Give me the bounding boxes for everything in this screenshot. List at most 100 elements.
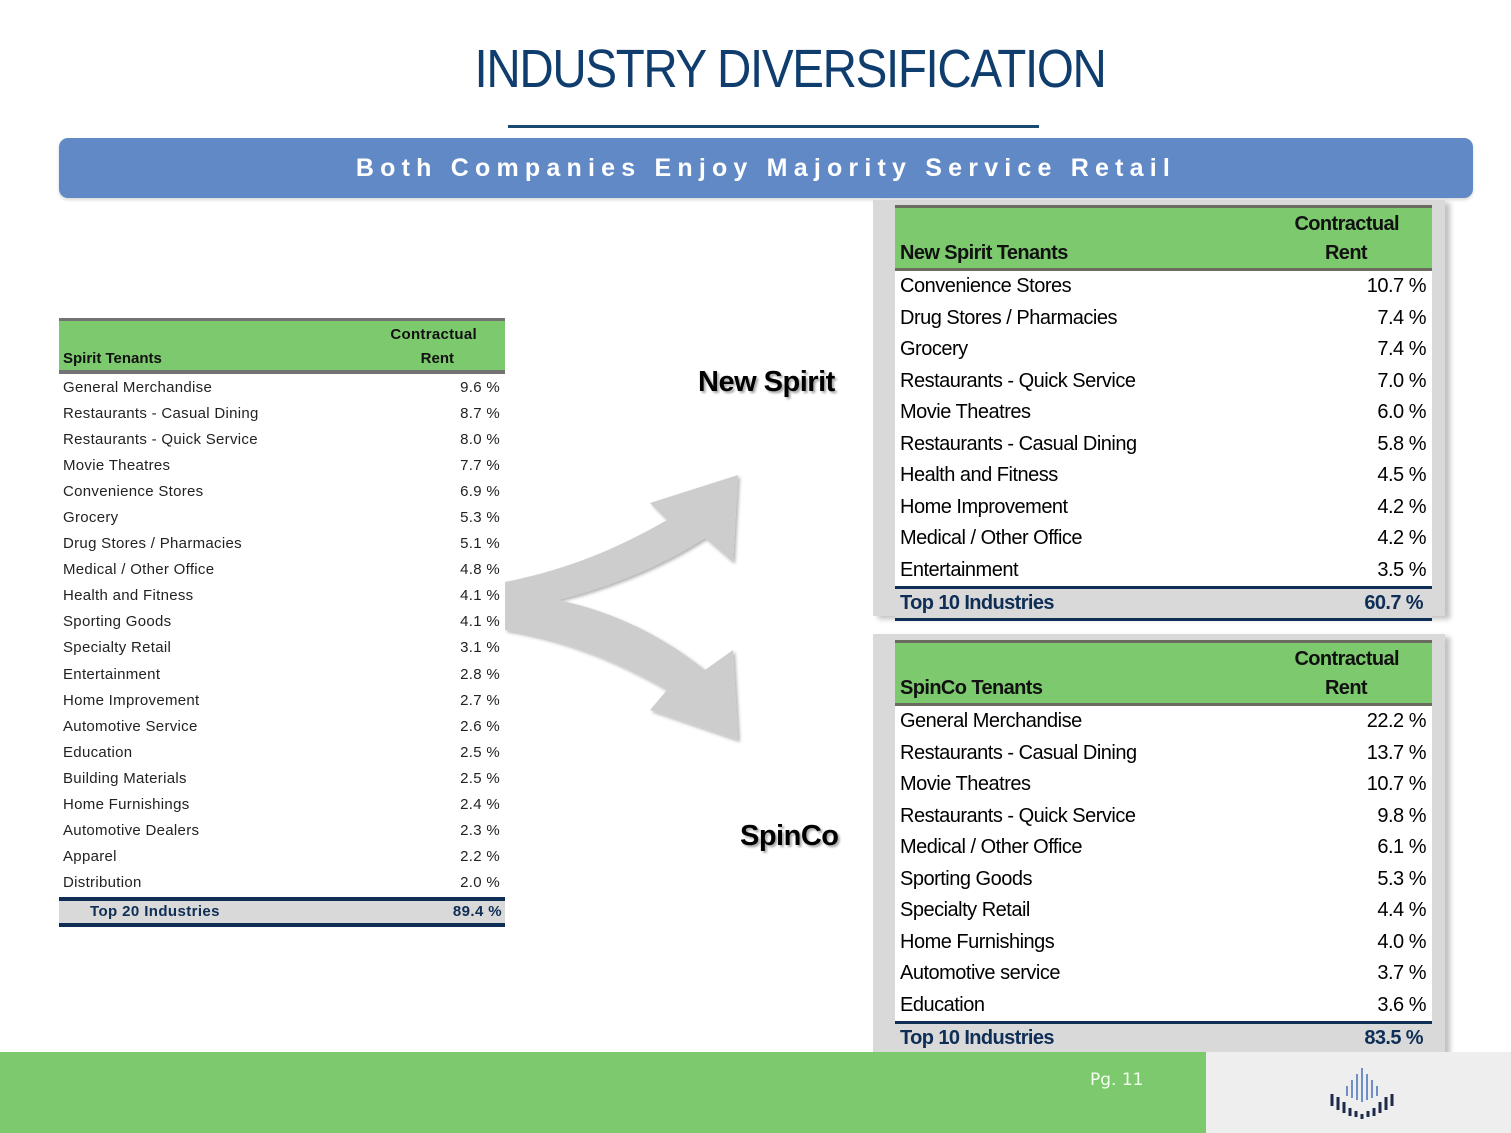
footer-bar bbox=[0, 1052, 1206, 1133]
industry-name: Medical / Other Office bbox=[63, 561, 215, 579]
table-row: Home Furnishings 4.0 % bbox=[895, 927, 1432, 959]
table-row: Apparel 2.2 % bbox=[59, 844, 505, 870]
table-row: Specialty Retail 3.1 % bbox=[59, 635, 505, 661]
table-header: New Spirit Tenants Contractual Rent bbox=[895, 205, 1432, 271]
industry-name: Medical / Other Office bbox=[900, 527, 1083, 550]
header-tenants: Spirit Tenants bbox=[63, 350, 162, 367]
industry-name: Automotive Dealers bbox=[63, 822, 200, 840]
spinco-tenants-table: SpinCo Tenants Contractual Rent General … bbox=[895, 640, 1432, 1056]
rent-percent: 8.0 % bbox=[460, 430, 500, 448]
rent-percent: 10.7 % bbox=[1366, 275, 1427, 298]
header-tenants: SpinCo Tenants bbox=[900, 677, 1043, 699]
industry-name: Grocery bbox=[63, 509, 119, 527]
table-row: Medical / Other Office 6.1 % bbox=[895, 832, 1432, 864]
header-rent-line1: Contractual bbox=[390, 326, 477, 343]
total-label: Top 20 Industries bbox=[90, 903, 220, 921]
table-row: Restaurants - Quick Service 9.8 % bbox=[895, 801, 1432, 833]
spinco-panel: SpinCo Tenants Contractual Rent General … bbox=[873, 634, 1445, 1056]
table-row: Entertainment 3.5 % bbox=[895, 555, 1432, 587]
table-row: Movie Theatres 10.7 % bbox=[895, 769, 1432, 801]
table-row: Grocery 7.4 % bbox=[895, 334, 1432, 366]
rent-percent: 4.4 % bbox=[1377, 899, 1426, 922]
industry-name: Movie Theatres bbox=[900, 773, 1031, 796]
subtitle-text: Both Companies Enjoy Majority Service Re… bbox=[355, 153, 1177, 182]
industry-name: Entertainment bbox=[900, 558, 1019, 581]
table-total-row: Top 10 Industries 83.5 % bbox=[895, 1021, 1432, 1056]
table-row: General Merchandise 22.2 % bbox=[895, 706, 1432, 738]
split-arrow-icon bbox=[505, 475, 738, 740]
industry-name: Specialty Retail bbox=[63, 639, 172, 657]
industry-name: Health and Fitness bbox=[63, 587, 194, 605]
industry-name: Convenience Stores bbox=[900, 275, 1072, 298]
total-value: 60.7 % bbox=[1364, 592, 1423, 614]
total-label: Top 10 Industries bbox=[900, 592, 1055, 614]
rent-percent: 2.8 % bbox=[460, 665, 500, 683]
industry-name: Drug Stores / Pharmacies bbox=[63, 535, 242, 553]
page-number: Pg. 11 bbox=[1090, 1070, 1144, 1090]
industry-name: Sporting Goods bbox=[900, 867, 1032, 890]
industry-name: Restaurants - Casual Dining bbox=[63, 404, 259, 422]
table-row: Medical / Other Office 4.8 % bbox=[59, 557, 505, 583]
table-header: SpinCo Tenants Contractual Rent bbox=[895, 640, 1432, 706]
industry-name: Convenience Stores bbox=[63, 482, 204, 500]
industry-name: Home Furnishings bbox=[63, 796, 190, 814]
title-divider bbox=[508, 125, 1039, 128]
industry-name: Education bbox=[63, 743, 133, 761]
table-row: Grocery 5.3 % bbox=[59, 504, 505, 530]
table-row: Health and Fitness 4.5 % bbox=[895, 460, 1432, 492]
rent-percent: 3.6 % bbox=[1377, 993, 1426, 1016]
industry-name: Automotive Service bbox=[63, 717, 198, 735]
table-row: Building Materials 2.5 % bbox=[59, 765, 505, 791]
rent-percent: 2.6 % bbox=[460, 717, 500, 735]
industry-name: Restaurants - Casual Dining bbox=[900, 432, 1137, 455]
new-spirit-tenants-table: New Spirit Tenants Contractual Rent Conv… bbox=[895, 205, 1432, 621]
rent-percent: 2.2 % bbox=[460, 848, 500, 866]
table-row: Sporting Goods 5.3 % bbox=[895, 864, 1432, 896]
rent-percent: 22.2 % bbox=[1366, 710, 1427, 733]
rent-percent: 2.0 % bbox=[460, 874, 500, 892]
total-value: 89.4 % bbox=[452, 903, 502, 921]
industry-name: Distribution bbox=[63, 874, 142, 892]
industry-name: Home Improvement bbox=[63, 691, 200, 709]
table-row: Specialty Retail 4.4 % bbox=[895, 895, 1432, 927]
industry-name: Education bbox=[900, 993, 985, 1016]
header-tenants: New Spirit Tenants bbox=[900, 242, 1068, 264]
table-row: Automotive service 3.7 % bbox=[895, 958, 1432, 990]
table-row: Restaurants - Quick Service 7.0 % bbox=[895, 366, 1432, 398]
table-row: Automotive Dealers 2.3 % bbox=[59, 818, 505, 844]
table-row: Home Improvement 4.2 % bbox=[895, 492, 1432, 524]
table-row: Home Furnishings 2.4 % bbox=[59, 792, 505, 818]
rent-percent: 7.7 % bbox=[460, 456, 500, 474]
table-row: Automotive Service 2.6 % bbox=[59, 713, 505, 739]
table-row: Convenience Stores 10.7 % bbox=[895, 271, 1432, 303]
rent-percent: 13.7 % bbox=[1366, 741, 1427, 764]
industry-name: Drug Stores / Pharmacies bbox=[900, 306, 1117, 329]
rent-percent: 7.0 % bbox=[1377, 369, 1426, 392]
rent-percent: 6.9 % bbox=[460, 482, 500, 500]
table-row: Sporting Goods 4.1 % bbox=[59, 609, 505, 635]
rent-percent: 4.0 % bbox=[1377, 930, 1426, 953]
table-row: Drug Stores / Pharmacies 5.1 % bbox=[59, 531, 505, 557]
total-label: Top 10 Industries bbox=[900, 1027, 1055, 1049]
spinco-label: SpinCo bbox=[740, 820, 839, 852]
subtitle-banner: Both Companies Enjoy Majority Service Re… bbox=[59, 138, 1473, 198]
rent-percent: 7.4 % bbox=[1377, 338, 1426, 361]
header-rent-line1: Contractual bbox=[1294, 648, 1399, 670]
table-body: General Merchandise 9.6 % Restaurants - Ca… bbox=[59, 374, 505, 896]
total-value: 83.5 % bbox=[1364, 1027, 1423, 1049]
spirit-tenants-table: Spirit Tenants Contractual Rent General … bbox=[59, 318, 505, 927]
industry-name: Movie Theatres bbox=[900, 401, 1031, 424]
industry-name: Apparel bbox=[63, 848, 117, 866]
rent-percent: 6.1 % bbox=[1377, 836, 1426, 859]
table-row: Education 2.5 % bbox=[59, 739, 505, 765]
header-rent-line1: Contractual bbox=[1294, 213, 1399, 235]
new-spirit-panel: New Spirit Tenants Contractual Rent Conv… bbox=[873, 200, 1445, 621]
industry-name: Restaurants - Quick Service bbox=[900, 804, 1136, 827]
table-total-row: Top 10 Industries 60.7 % bbox=[895, 586, 1432, 621]
rent-percent: 5.3 % bbox=[460, 509, 500, 527]
table-row: Education 3.6 % bbox=[895, 990, 1432, 1022]
rent-percent: 5.3 % bbox=[1377, 867, 1426, 890]
industry-name: Home Furnishings bbox=[900, 930, 1055, 953]
rent-percent: 8.7 % bbox=[460, 404, 500, 422]
industry-name: Medical / Other Office bbox=[900, 836, 1083, 859]
